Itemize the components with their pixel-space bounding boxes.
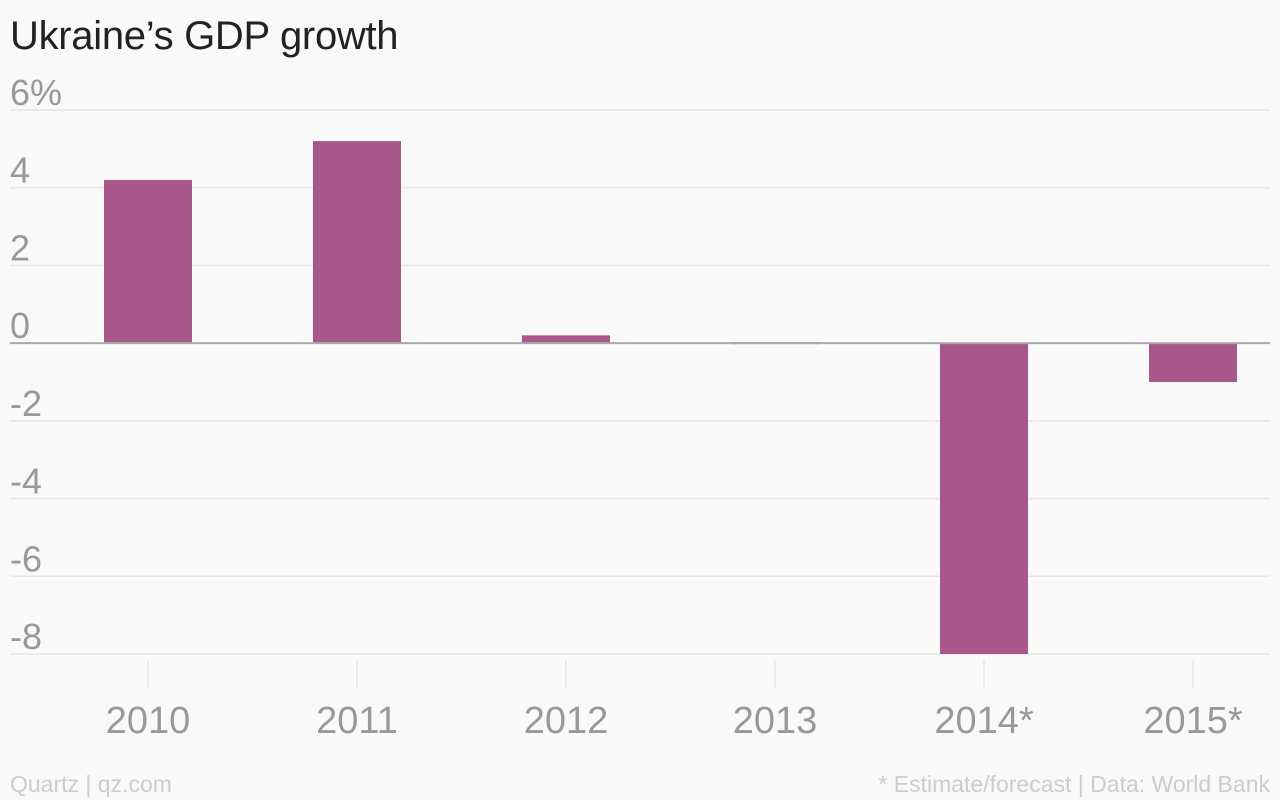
bar [940,343,1028,654]
y-tick-label: 4 [10,150,30,191]
bar [313,141,401,344]
x-tick-label: 2012 [524,700,609,742]
y-axis-ticks: 6% 4 2 0 -2 -4 -6 -8 [10,72,62,657]
x-tick-label: 2014* [934,700,1034,742]
x-tick-label: 2015* [1143,700,1243,742]
x-tick-label: 2013 [733,700,818,742]
x-axis-ticks: 2010 2011 2012 2013 2014* 2015* [106,660,1243,742]
source-credit: Quartz | qz.com [10,771,172,797]
bar [1149,343,1237,382]
y-tick-label: -6 [10,538,42,579]
bars [104,141,1237,654]
y-tick-label: 6% [10,72,62,113]
bar [104,179,192,344]
y-tick-label: 0 [10,305,30,346]
x-tick-label: 2010 [106,700,191,742]
y-tick-label: -8 [10,616,42,657]
y-tick-label: 2 [10,227,30,268]
gridlines [10,109,1270,655]
y-tick-label: -2 [10,383,42,424]
y-tick-label: -4 [10,461,42,502]
source-note: * Estimate/forecast | Data: World Bank [878,771,1270,797]
bar [522,335,610,344]
x-tick-label: 2011 [316,700,398,742]
chart-title: Ukraine’s GDP growth [10,14,399,58]
